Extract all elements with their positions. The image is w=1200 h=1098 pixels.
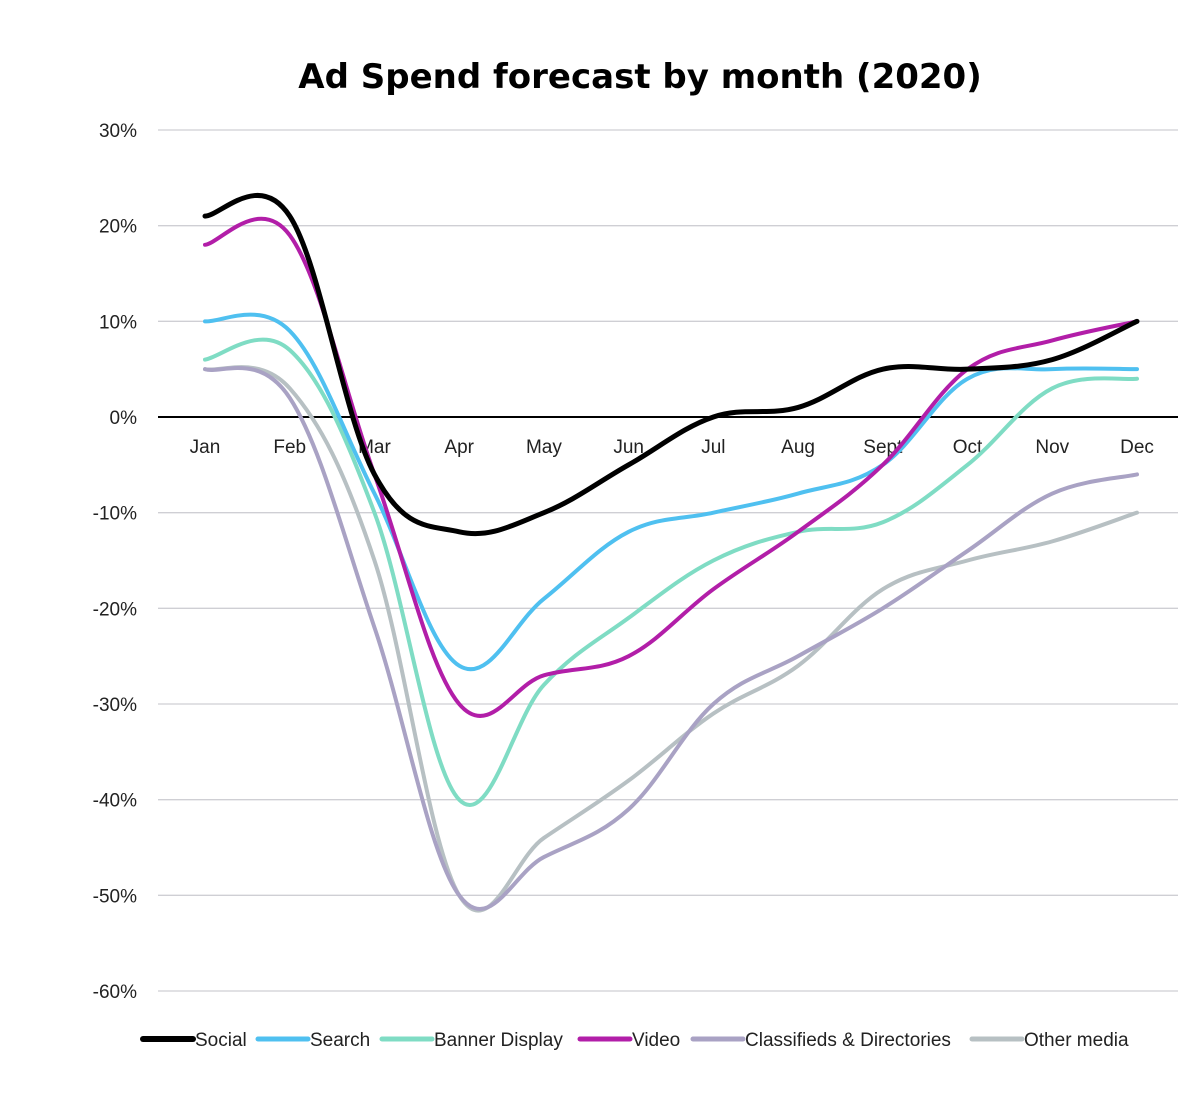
series-banner-display xyxy=(203,337,1139,807)
legend: Social Search Banner Display Video Classifie… xyxy=(140,1030,1129,1051)
x-axis-ticks: Jan Feb Mar Apr May Jun Jul Aug Sept Oct Nov Dec xyxy=(190,437,1154,458)
legend-label: Search xyxy=(310,1030,370,1051)
legend-item: Video xyxy=(577,1030,680,1051)
chart-title: Ad Spend forecast by month (2020) xyxy=(298,57,982,97)
series-video xyxy=(203,216,1139,718)
x-tick-label: Jan xyxy=(190,437,221,458)
legend-item: Banner Display xyxy=(379,1030,563,1051)
y-tick-label: -30% xyxy=(93,695,137,716)
series-line xyxy=(203,312,1139,672)
legend-item: Other media xyxy=(969,1030,1129,1051)
legend-label: Video xyxy=(632,1030,680,1051)
y-tick-label: 0% xyxy=(110,408,138,429)
legend-label: Banner Display xyxy=(434,1030,563,1051)
x-tick-label: Oct xyxy=(953,437,983,458)
series-line xyxy=(202,192,1140,537)
series-line xyxy=(203,365,1139,913)
series-line xyxy=(203,337,1139,807)
y-tick-label: 20% xyxy=(99,217,137,238)
x-tick-label: Jul xyxy=(701,437,725,458)
x-tick-label: Dec xyxy=(1120,437,1154,458)
x-tick-label: Feb xyxy=(273,437,306,458)
series-line xyxy=(203,216,1139,718)
x-tick-label: Nov xyxy=(1035,437,1069,458)
legend-label: Social xyxy=(195,1030,247,1051)
y-tick-label: -50% xyxy=(93,886,137,907)
x-tick-label: Jun xyxy=(613,437,644,458)
series-social xyxy=(202,192,1140,537)
legend-label: Classifieds & Directories xyxy=(745,1030,951,1051)
y-tick-label: 30% xyxy=(99,121,137,142)
legend-item: Social xyxy=(140,1030,247,1051)
y-tick-label: -20% xyxy=(93,599,137,620)
series-other-media xyxy=(203,365,1139,913)
x-tick-label: Aug xyxy=(781,437,815,458)
y-tick-label: -40% xyxy=(93,791,137,812)
series-line xyxy=(203,365,1139,911)
legend-item: Classifieds & Directories xyxy=(690,1030,951,1051)
series-classifieds-directories xyxy=(203,365,1139,911)
y-axis-ticks: 30% 20% 10% 0% -10% -20% -30% -40% -50% -60% xyxy=(93,121,137,1003)
y-tick-label: -10% xyxy=(93,504,137,525)
x-tick-label: May xyxy=(526,437,562,458)
series-lines xyxy=(202,192,1140,913)
legend-item: Search xyxy=(255,1030,370,1051)
legend-label: Other media xyxy=(1024,1030,1129,1051)
x-tick-label: Apr xyxy=(444,437,474,458)
y-tick-label: -60% xyxy=(93,982,137,1003)
y-tick-label: 10% xyxy=(99,312,137,333)
